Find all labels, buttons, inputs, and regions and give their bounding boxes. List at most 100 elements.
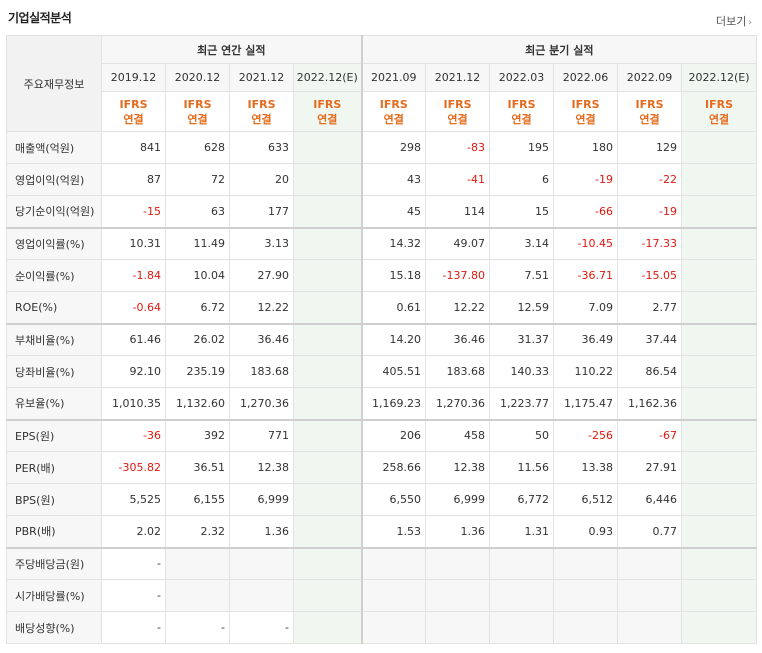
more-link[interactable]: 더보기 ›	[716, 13, 752, 29]
annual-value: 92.10	[101, 355, 166, 388]
quarter-value: 15.18	[360, 259, 427, 292]
quarter-value: -83	[425, 131, 491, 164]
annual-value: 392	[165, 418, 230, 452]
annual-value: 771	[229, 418, 294, 452]
quarter-value: 6,550	[360, 483, 427, 516]
quarter-value: -19	[617, 195, 683, 228]
annual-value: 27.90	[229, 259, 294, 292]
quarterly-group-header: 최근 분기 실적	[360, 35, 758, 64]
quarter-value	[489, 579, 555, 612]
period-quarter: 2022.09	[617, 63, 683, 92]
table-row: BPS(원) 5,525 6,155 6,999 6,550 6,999 6,772 6,51…	[6, 483, 758, 516]
annual-value	[292, 259, 363, 292]
quarter-value: 45	[360, 195, 427, 228]
table-row: 영업이익률(%) 10.31 11.49 3.13 14.32 49.07 3.14 -10.…	[6, 226, 758, 260]
table-row: PER(배) -305.82 36.51 12.38 258.66 12.38 11.56 1…	[6, 451, 758, 484]
period-annual: 2021.12	[229, 63, 294, 92]
table-row: 당기순이익(억원) -15 63 177 45 114 15 -66 -19	[6, 195, 758, 228]
annual-value: 235.19	[165, 355, 230, 388]
quarter-value: 183.68	[425, 355, 491, 388]
annual-value: 177	[229, 195, 294, 228]
quarter-value	[617, 579, 683, 612]
table-row: PBR(배) 2.02 2.32 1.36 1.53 1.36 1.31 0.93 0.77	[6, 515, 758, 548]
annual-value: 87	[101, 163, 166, 196]
quarter-value: -256	[553, 418, 619, 452]
section-header: 기업실적분석 더보기 ›	[0, 0, 762, 36]
ifrs-badge: IFRS 연결	[101, 91, 166, 132]
annual-value: 36.46	[229, 322, 294, 356]
quarter-value: -67	[617, 418, 683, 452]
quarter-value: 3.14	[489, 226, 555, 260]
ifrs-badge: IFRS 연결	[425, 91, 491, 132]
annual-value: 3.13	[229, 226, 294, 260]
annual-value: 1,132.60	[165, 387, 230, 420]
quarter-value: 14.20	[360, 322, 427, 356]
quarter-value: 6,999	[425, 483, 491, 516]
row-label: PER(배)	[6, 451, 102, 484]
ifrs-label: IFRS	[379, 97, 408, 111]
ifrs-label: IFRS	[119, 97, 148, 111]
quarter-value	[617, 611, 683, 644]
quarter-value	[360, 611, 427, 644]
annual-value: 1,270.36	[229, 387, 294, 420]
quarter-value: 50	[489, 418, 555, 452]
annual-value	[292, 163, 363, 196]
quarter-value: 15	[489, 195, 555, 228]
quarter-value	[553, 579, 619, 612]
annual-value	[292, 515, 363, 548]
quarter-value: 114	[425, 195, 491, 228]
annual-value: 6.72	[165, 291, 230, 324]
table-row: ROE(%) -0.64 6.72 12.22 0.61 12.22 12.59 7.09 2.…	[6, 291, 758, 324]
quarter-value: 31.37	[489, 322, 555, 356]
annual-value	[292, 483, 363, 516]
row-label: BPS(원)	[6, 483, 102, 516]
quarter-value: 86.54	[617, 355, 683, 388]
quarter-value	[681, 131, 758, 164]
annual-value	[292, 355, 363, 388]
ifrs-badge: IFRS 연결	[489, 91, 555, 132]
table-row: 시가배당률(%) -	[6, 579, 758, 612]
annual-value	[229, 579, 294, 612]
period-quarter: 2022.06	[553, 63, 619, 92]
more-label: 더보기	[716, 15, 747, 28]
annual-value: 841	[101, 131, 166, 164]
period-annual: 2020.12	[165, 63, 230, 92]
annual-value	[292, 579, 363, 612]
table-row: 부채비율(%) 61.46 26.02 36.46 14.20 36.46 31.37 36.…	[6, 322, 758, 356]
annual-value: -1.84	[101, 259, 166, 292]
quarter-value: 7.51	[489, 259, 555, 292]
consolidated-label: 연결	[447, 112, 468, 126]
quarter-value: 6,446	[617, 483, 683, 516]
row-label: 당좌비율(%)	[6, 355, 102, 388]
annual-value: -36	[101, 418, 166, 452]
quarter-value	[681, 355, 758, 388]
quarter-value: 405.51	[360, 355, 427, 388]
row-label: EPS(원)	[6, 418, 102, 452]
annual-value	[292, 418, 363, 452]
header-row-periods: 2019.12 2020.12 2021.12 2022.12(E) 2021.09 20…	[7, 63, 758, 92]
period-annual: 2022.12(E)	[292, 63, 363, 92]
quarter-value: 1.53	[360, 515, 427, 548]
row-label: 매출액(억원)	[6, 131, 102, 164]
row-label: 주당배당금(원)	[6, 546, 102, 580]
annual-value	[292, 546, 363, 580]
annual-value: -0.64	[101, 291, 166, 324]
quarter-value	[681, 579, 758, 612]
quarter-value	[681, 322, 758, 356]
quarter-value: 0.77	[617, 515, 683, 548]
quarter-value	[360, 546, 427, 580]
annual-value	[229, 546, 294, 580]
annual-value: 11.49	[165, 226, 230, 260]
quarter-value: 6,512	[553, 483, 619, 516]
quarter-value: 110.22	[553, 355, 619, 388]
ifrs-label: IFRS	[443, 97, 472, 111]
consolidated-label: 연결	[639, 112, 660, 126]
quarter-value: 129	[617, 131, 683, 164]
annual-value: 633	[229, 131, 294, 164]
quarter-value: 140.33	[489, 355, 555, 388]
quarter-value: -17.33	[617, 226, 683, 260]
quarter-value: 1.36	[425, 515, 491, 548]
quarter-value: 2.77	[617, 291, 683, 324]
table-row: 매출액(억원) 841 628 633 298 -83 195 180 129	[6, 131, 758, 164]
quarter-value: 458	[425, 418, 491, 452]
